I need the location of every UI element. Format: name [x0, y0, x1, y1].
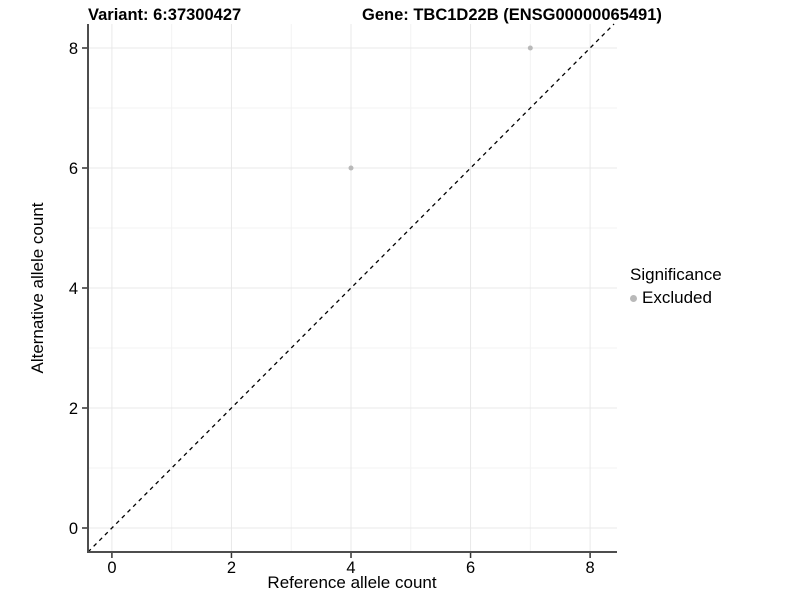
y-tick-label: 6 [69, 160, 78, 178]
x-tick-label: 0 [107, 559, 116, 577]
x-tick-label: 2 [227, 559, 236, 577]
variant-title: Variant: 6:37300427 [88, 6, 242, 24]
gene-title: Gene: TBC1D22B (ENSG00000065491) [362, 6, 662, 24]
data-point [348, 165, 354, 171]
excluded-point-icon [630, 294, 637, 302]
y-tick-label: 2 [69, 400, 78, 418]
x-axis-label: Reference allele count [267, 573, 437, 592]
legend-item-excluded: Excluded [630, 288, 722, 308]
legend: Significance Excluded [630, 265, 722, 308]
y-axis-label: Alternative allele count [28, 202, 47, 374]
x-tick-label: 6 [466, 559, 475, 577]
x-tick-label: 4 [346, 559, 355, 577]
x-tick-label: 8 [586, 559, 595, 577]
legend-item-label: Excluded [642, 288, 712, 307]
legend-title: Significance [630, 265, 722, 284]
y-tick-label: 8 [69, 40, 78, 58]
y-tick-label: 0 [69, 520, 78, 538]
y-tick-label: 4 [69, 280, 78, 298]
data-point [527, 45, 533, 51]
